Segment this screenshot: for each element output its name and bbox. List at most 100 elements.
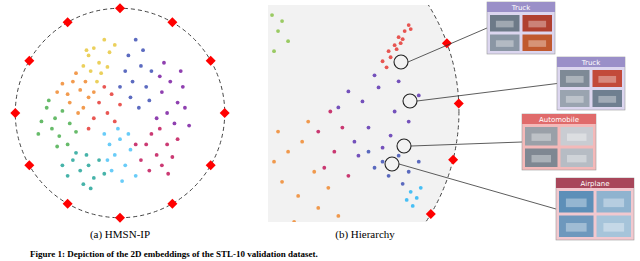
point bbox=[118, 103, 122, 107]
thumbnail-object bbox=[566, 223, 587, 232]
highlight-circle bbox=[394, 55, 408, 69]
thumbnail-object bbox=[598, 96, 616, 103]
prototype bbox=[220, 108, 230, 118]
point bbox=[336, 214, 340, 218]
point bbox=[373, 73, 377, 77]
point bbox=[81, 64, 85, 68]
point bbox=[179, 69, 183, 73]
point bbox=[357, 154, 361, 158]
point bbox=[286, 150, 290, 154]
point bbox=[92, 46, 96, 50]
thumbnail-header bbox=[556, 178, 634, 188]
thumbnail-image bbox=[559, 191, 594, 213]
thumbnail-object bbox=[496, 40, 514, 47]
point bbox=[113, 153, 117, 157]
highlight-circle bbox=[397, 139, 411, 153]
point bbox=[120, 179, 124, 183]
callout-line bbox=[417, 84, 557, 102]
thumbnail-image bbox=[523, 15, 553, 32]
highlight-circle bbox=[385, 157, 399, 171]
point bbox=[92, 176, 96, 180]
point bbox=[74, 71, 78, 75]
point bbox=[99, 71, 103, 75]
point bbox=[123, 69, 127, 73]
point bbox=[50, 127, 54, 131]
point bbox=[61, 163, 65, 167]
point bbox=[76, 111, 80, 115]
point bbox=[139, 158, 143, 162]
point bbox=[187, 124, 191, 128]
thumbnail-image bbox=[525, 149, 558, 168]
point bbox=[168, 80, 172, 84]
point bbox=[170, 155, 174, 159]
point bbox=[57, 134, 61, 138]
highlight-circle bbox=[403, 94, 417, 108]
point bbox=[183, 106, 187, 110]
point bbox=[71, 80, 75, 84]
point bbox=[87, 163, 91, 167]
point bbox=[53, 116, 57, 120]
point bbox=[276, 130, 280, 134]
point bbox=[381, 160, 385, 164]
point bbox=[389, 134, 393, 138]
point bbox=[316, 130, 320, 134]
point bbox=[158, 127, 162, 131]
point bbox=[113, 43, 117, 47]
point bbox=[276, 29, 280, 33]
point bbox=[407, 120, 411, 124]
point bbox=[147, 169, 151, 173]
prototype bbox=[426, 209, 436, 219]
point bbox=[377, 85, 381, 89]
point bbox=[131, 80, 135, 84]
point bbox=[55, 90, 59, 94]
point bbox=[123, 163, 127, 167]
point bbox=[55, 145, 59, 149]
point bbox=[97, 61, 101, 65]
thumbnail-object bbox=[532, 155, 552, 162]
thumbnail-image bbox=[523, 35, 553, 52]
point bbox=[137, 106, 141, 110]
callout-line bbox=[408, 28, 487, 62]
point bbox=[113, 119, 117, 123]
plot-area bbox=[10, 3, 229, 222]
point bbox=[409, 190, 413, 194]
point bbox=[347, 89, 351, 93]
point bbox=[286, 39, 290, 43]
thumbnail-image bbox=[490, 15, 520, 32]
thumbnail-object bbox=[532, 133, 552, 140]
point bbox=[108, 50, 112, 54]
prototype bbox=[454, 98, 464, 108]
point bbox=[134, 38, 138, 42]
point bbox=[85, 48, 89, 52]
thumbnail-header bbox=[522, 114, 596, 124]
point bbox=[134, 143, 138, 147]
point bbox=[66, 92, 70, 96]
point bbox=[316, 206, 320, 210]
point bbox=[66, 143, 70, 147]
point bbox=[106, 65, 110, 69]
point bbox=[141, 48, 145, 52]
thumbnail-image bbox=[597, 216, 632, 238]
thumbnail-object bbox=[566, 199, 587, 208]
prototype bbox=[24, 160, 34, 170]
prototype bbox=[206, 160, 216, 170]
thumbnail-object bbox=[603, 223, 624, 232]
thumbnail-object bbox=[566, 76, 584, 83]
point bbox=[417, 160, 421, 164]
thumbnail-object bbox=[528, 21, 546, 28]
point bbox=[102, 172, 106, 176]
point bbox=[280, 19, 284, 23]
point bbox=[155, 153, 159, 157]
point bbox=[116, 127, 120, 131]
point bbox=[106, 111, 110, 115]
point bbox=[409, 27, 413, 31]
point bbox=[401, 37, 405, 41]
point bbox=[328, 110, 332, 114]
thumbnail-object bbox=[567, 133, 587, 140]
point bbox=[110, 169, 114, 173]
thumbnail-image bbox=[597, 191, 632, 213]
thumbnail-box bbox=[556, 178, 634, 240]
disk-boundary bbox=[15, 8, 224, 217]
point bbox=[92, 116, 96, 120]
thumbnail-image bbox=[561, 127, 594, 146]
